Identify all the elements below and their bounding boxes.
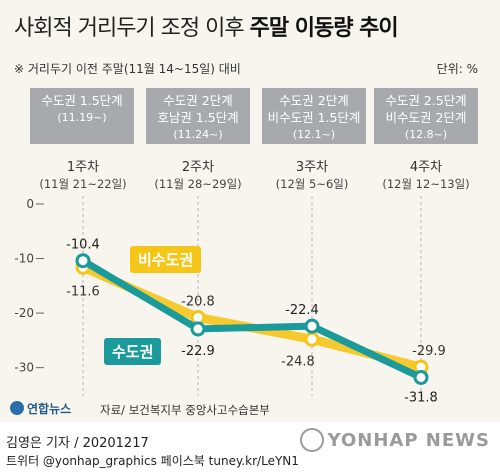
phase-4-line1: 수도권 2.5단계 — [385, 93, 467, 108]
value-label-capital-1: -10.4 — [66, 238, 100, 253]
point-capital-3 — [304, 318, 320, 334]
value-label-capital-2: -22.9 — [181, 344, 215, 359]
value-label-capital-4: -31.8 — [404, 390, 438, 405]
point-capital-1 — [75, 253, 91, 269]
value-label-outside-capital-3: -24.8 — [281, 354, 315, 369]
phase-box-2: 수도권 2단계 호남권 1.5단계 (11.24~) — [146, 88, 250, 144]
title-plain: 사회적 거리두기 조정 이후 — [14, 16, 245, 41]
point-capital-4 — [413, 369, 429, 385]
week-range-4: (12월 12~13일) — [382, 177, 470, 191]
phase-2-line1: 수도권 2단계 — [163, 93, 233, 108]
chart-title: 사회적 거리두기 조정 이후 주말 이동량 추이 — [14, 10, 399, 42]
value-label-outside-capital-1: -11.6 — [66, 284, 100, 299]
week-label-3: 3주차 — [295, 160, 329, 175]
phase-2-line2: 호남권 1.5단계 — [157, 110, 239, 125]
week-range-1: (11월 21~22일) — [39, 177, 127, 191]
week-label-4: 4주차 — [409, 160, 443, 175]
social-credit: 트위터 @yonhap_graphics 페이스북 tuney.kr/LeYN1 — [6, 454, 299, 468]
yonhap-logo: 연합뉴스 — [10, 400, 71, 417]
watermark: YONHAP NEWS — [299, 428, 490, 452]
reporter-credit: 김영은 기자 / 20201217 — [6, 436, 149, 451]
phase-2-date: (11.24~) — [173, 128, 223, 141]
line-chart: 0 -10 -20 -30 -11.6 -20.8 -24.8 -29.9 -10.4 -22.9… — [14, 196, 446, 405]
legend-capital: 수도권 — [104, 338, 162, 365]
phase-box-4: 수도권 2.5단계 비수도권 2단계 (12.8~) — [374, 88, 478, 144]
phase-3-date: (12.1~) — [292, 128, 336, 141]
series-line-capital — [79, 257, 425, 381]
unit-label: 단위: % — [436, 62, 478, 76]
title-bold: 주말 이동량 추이 — [249, 16, 399, 41]
legend-outside-capital: 비수도권 — [130, 246, 202, 273]
phase-box-1: 수도권 1.5단계 (11.19~) — [30, 88, 134, 144]
point-capital-2 — [190, 321, 206, 337]
week-range-3: (12월 5~6일) — [275, 177, 349, 191]
watermark-circle-icon — [299, 428, 324, 452]
week-label-2: 2주차 — [181, 160, 215, 175]
week-range-2: (11월 28~29일) — [154, 177, 242, 191]
phase-4-date: (12.8~) — [404, 128, 448, 141]
phase-box-3: 수도권 2단계 비수도권 1.5단계 (12.1~) — [262, 88, 366, 144]
phase-1-line1: 수도권 1.5단계 — [41, 93, 123, 108]
week-label-1: 1주차 — [66, 160, 100, 175]
ytick-label-30: -30 — [14, 361, 34, 375]
logo-mark-icon — [10, 401, 24, 415]
infographic-card: 사회적 거리두기 조정 이후 주말 이동량 추이 ※ 거리두기 이전 주말(11… — [0, 0, 500, 422]
ytick-label-10: -10 — [14, 252, 34, 266]
baseline-note: ※ 거리두기 이전 주말(11월 14~15일) 대비 — [14, 62, 241, 76]
source-text: 자료/ 보건복지부 중앙사고수습본부 — [100, 403, 270, 417]
ytick-label-20: -20 — [14, 306, 34, 320]
value-label-outside-capital-4: -29.9 — [412, 344, 446, 359]
point-outside-capital-3 — [304, 331, 320, 347]
watermark-text: YONHAP NEWS — [327, 430, 490, 451]
phase-3-line2: 비수도권 1.5단계 — [267, 110, 361, 125]
value-label-capital-3: -22.4 — [285, 303, 319, 318]
logo-text: 연합뉴스 — [27, 402, 72, 416]
ytick-label-0: 0 — [26, 197, 34, 211]
phase-3-line1: 수도권 2단계 — [279, 93, 349, 108]
phase-1-date: (11.19~) — [57, 111, 107, 124]
phase-4-line2: 비수도권 2단계 — [385, 110, 467, 125]
value-label-outside-capital-2: -20.8 — [181, 294, 215, 309]
